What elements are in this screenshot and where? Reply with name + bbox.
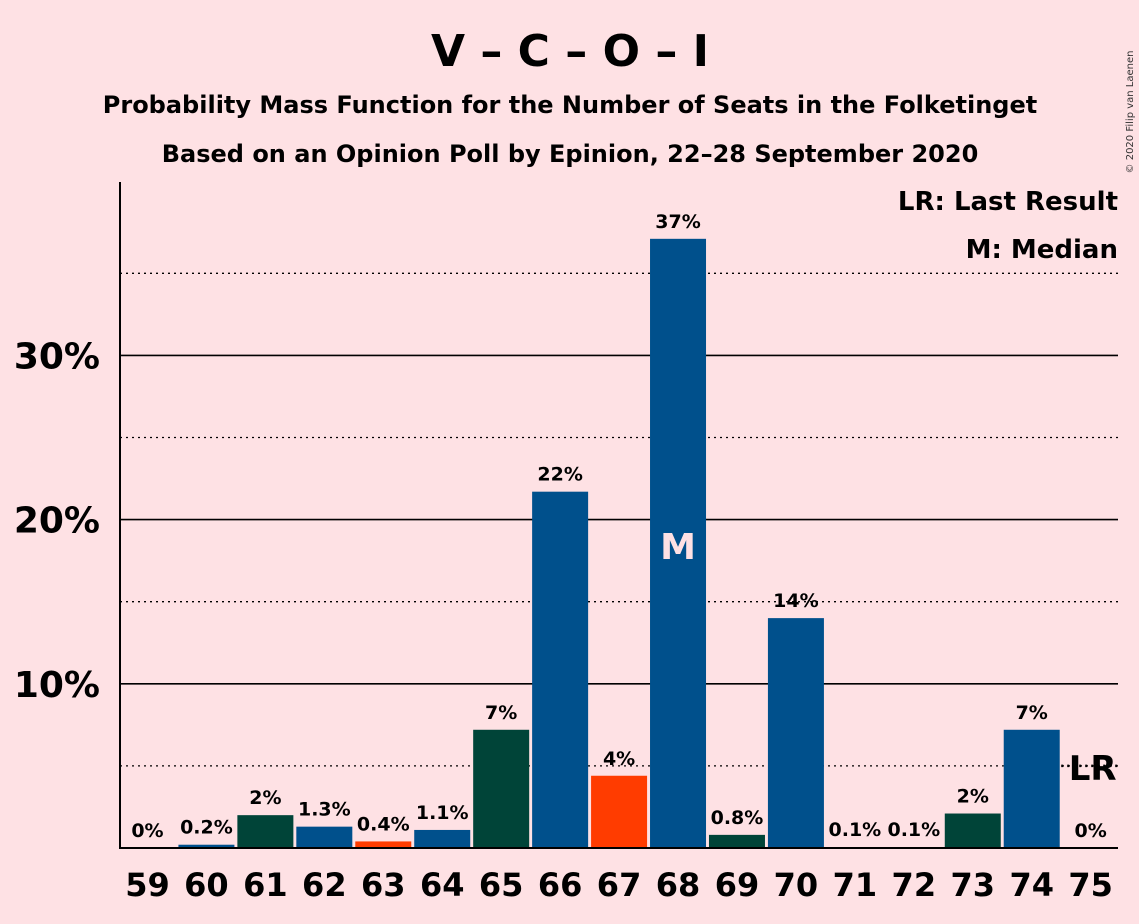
bar-70 bbox=[767, 618, 824, 848]
x-tick-label-74: 74 bbox=[1009, 866, 1054, 904]
x-tick-label-67: 67 bbox=[597, 866, 642, 904]
x-tick-label-60: 60 bbox=[184, 866, 229, 904]
value-label-73: 2% bbox=[957, 786, 989, 808]
axes: 10% 20% 30% 59 60 61 62 63 64 65 66 67 68 69 70 71 72 73 7… bbox=[14, 182, 1118, 904]
chart-subtitle-2: Based on an Opinion Poll by Epinion, 22–… bbox=[162, 140, 979, 168]
value-label-61: 2% bbox=[249, 787, 281, 809]
grid-lines bbox=[120, 272, 1118, 768]
bar-61 bbox=[237, 815, 294, 848]
last-result-marker: LR bbox=[1069, 749, 1117, 789]
x-tick-label-65: 65 bbox=[479, 866, 524, 904]
y-tick-label: 30% bbox=[14, 336, 100, 377]
x-tick-label-63: 63 bbox=[361, 866, 406, 904]
x-tick-label-59: 59 bbox=[125, 866, 170, 904]
value-label-65: 7% bbox=[485, 702, 517, 724]
chart-subtitle-1: Probability Mass Function for the Number… bbox=[103, 91, 1037, 119]
bars bbox=[178, 238, 1060, 848]
value-label-69: 0.8% bbox=[711, 807, 764, 829]
bar-69 bbox=[708, 834, 765, 848]
bar-73 bbox=[944, 813, 1001, 848]
value-label-63: 0.4% bbox=[357, 813, 410, 835]
value-label-60: 0.2% bbox=[180, 817, 233, 839]
value-label-66: 22% bbox=[537, 464, 582, 486]
bar-62 bbox=[296, 826, 353, 848]
bar-68 bbox=[650, 238, 707, 848]
x-tick-label-75: 75 bbox=[1068, 866, 1113, 904]
data-labels: 0% 0.2% 2% 1.3% 0.4% 1.1% 7% 22% 4% 37% 0.8% 14% 0.1… bbox=[131, 211, 1116, 842]
legend-median: M: Median bbox=[966, 235, 1118, 265]
value-label-62: 1.3% bbox=[298, 799, 351, 821]
value-label-70: 14% bbox=[773, 590, 818, 612]
value-label-71: 0.1% bbox=[829, 819, 882, 841]
bar-64 bbox=[414, 829, 471, 848]
bar-65 bbox=[473, 729, 530, 848]
x-tick-label-62: 62 bbox=[302, 866, 347, 904]
bar-63 bbox=[355, 841, 412, 848]
value-label-67: 4% bbox=[603, 748, 635, 770]
value-label-64: 1.1% bbox=[416, 802, 469, 824]
bar-74 bbox=[1003, 729, 1060, 848]
chart-title: V – C – O – I bbox=[431, 26, 709, 77]
x-tick-label-61: 61 bbox=[243, 866, 288, 904]
value-label-75: 0% bbox=[1075, 820, 1107, 842]
x-tick-label-68: 68 bbox=[656, 866, 701, 904]
y-tick-label: 10% bbox=[14, 665, 100, 706]
bar-66 bbox=[532, 491, 589, 848]
value-label-68: 37% bbox=[655, 211, 700, 233]
median-marker: M bbox=[660, 527, 696, 568]
x-tick-label-66: 66 bbox=[538, 866, 583, 904]
copyright-notice: © 2020 Filip van Laenen bbox=[1125, 51, 1136, 174]
value-label-59: 0% bbox=[131, 820, 163, 842]
legend-last-result: LR: Last Result bbox=[898, 187, 1118, 217]
x-tick-label-64: 64 bbox=[420, 866, 465, 904]
x-tick-label-73: 73 bbox=[951, 866, 996, 904]
value-label-74: 7% bbox=[1016, 702, 1048, 724]
bar-67 bbox=[591, 775, 648, 848]
bar-60 bbox=[178, 844, 235, 848]
value-label-72: 0.1% bbox=[887, 819, 940, 841]
x-tick-label-70: 70 bbox=[774, 866, 819, 904]
x-tick-label-72: 72 bbox=[892, 866, 937, 904]
x-tick-label-69: 69 bbox=[715, 866, 760, 904]
x-tick-label-71: 71 bbox=[833, 866, 878, 904]
y-tick-label: 20% bbox=[14, 501, 100, 542]
